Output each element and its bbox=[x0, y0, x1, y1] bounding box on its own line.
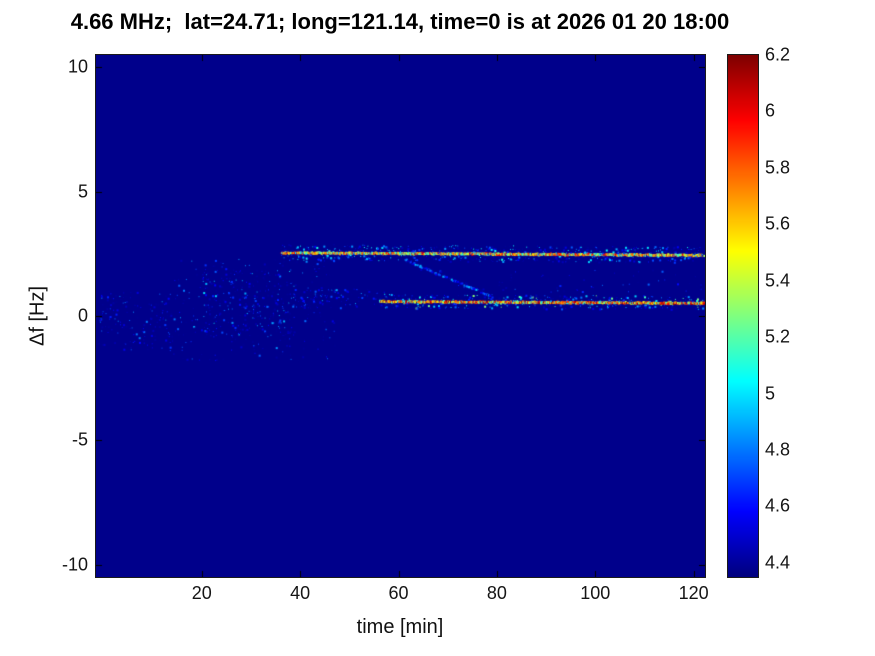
x-tick-label: 100 bbox=[580, 583, 611, 603]
chart-title: 4.66 MHz; lat=24.71; long=121.14, time=0… bbox=[70, 9, 730, 34]
x-tick-label: 40 bbox=[290, 583, 311, 603]
colorbar-tick-label: 6 bbox=[765, 100, 776, 121]
colorbar-tick-label: 6.2 bbox=[765, 44, 791, 65]
colorbar-tick-label: 4.8 bbox=[765, 439, 791, 460]
colorbar-tick-label: 5.2 bbox=[765, 326, 791, 347]
x-tick-label: 120 bbox=[678, 583, 709, 603]
y-tick-label: -5 bbox=[71, 429, 88, 450]
colorbar bbox=[727, 54, 759, 578]
x-axis-label: time [min] bbox=[356, 616, 444, 638]
x-tick-label: 20 bbox=[191, 583, 212, 603]
colorbar-tick-label: 5 bbox=[765, 383, 776, 404]
y-tick-label: 10 bbox=[67, 56, 88, 77]
colorbar-tick-label: 5.8 bbox=[765, 157, 791, 178]
y-tick-label: 5 bbox=[77, 181, 88, 202]
colorbar-canvas bbox=[728, 55, 758, 577]
heatmap-canvas bbox=[96, 55, 705, 577]
y-tick-label: -10 bbox=[61, 554, 88, 575]
colorbar-tick-label: 5.6 bbox=[765, 213, 791, 234]
x-tick-label: 80 bbox=[486, 583, 507, 603]
x-tick-label: 60 bbox=[388, 583, 409, 603]
colorbar-tick-label: 4.4 bbox=[765, 552, 791, 573]
colorbar-tick-label: 5.4 bbox=[765, 270, 791, 291]
y-tick-label: 0 bbox=[77, 305, 88, 326]
y-axis-label: Δf [Hz] bbox=[26, 285, 49, 347]
colorbar-tick-label: 4.6 bbox=[765, 495, 791, 516]
plot-area bbox=[95, 54, 706, 578]
